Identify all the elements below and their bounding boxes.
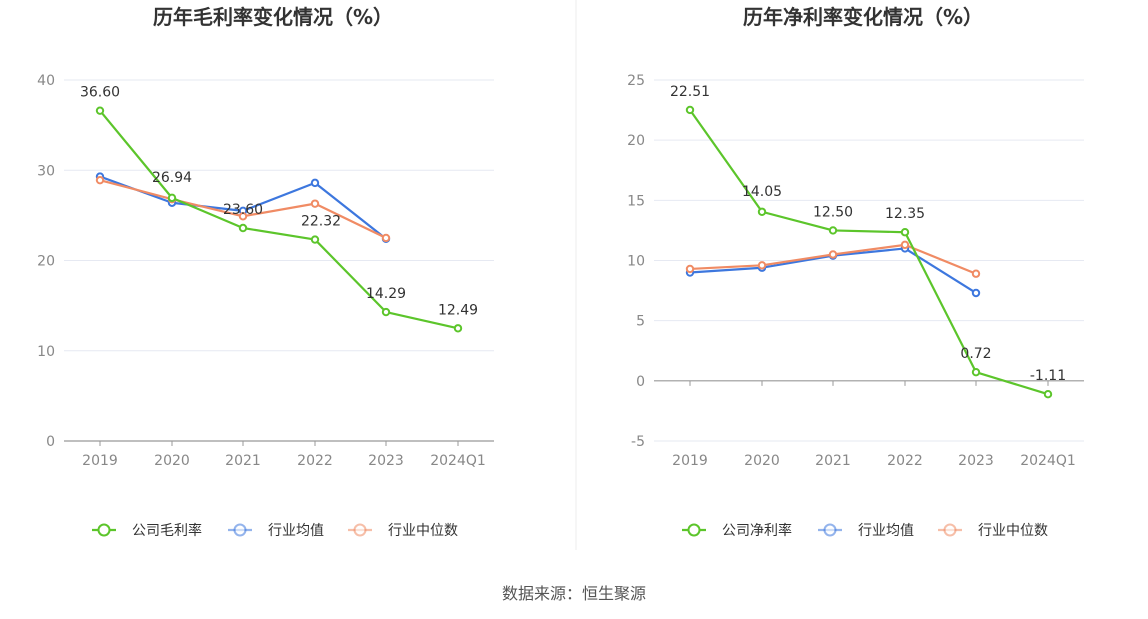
- legend-label: 公司净利率: [722, 522, 792, 539]
- legend-item-2[interactable]: 行业均值: [818, 523, 914, 539]
- data-point[interactable]: [828, 226, 838, 235]
- y-tick-label: 5: [636, 314, 645, 330]
- x-tick-label: 2022: [887, 453, 923, 469]
- data-point[interactable]: [900, 240, 910, 250]
- data-point[interactable]: [900, 228, 910, 237]
- legend-label: 行业中位数: [388, 523, 458, 539]
- legend-label: 公司毛利率: [132, 522, 202, 539]
- x-tick-label: 2019: [672, 453, 708, 469]
- data-point[interactable]: [381, 233, 391, 243]
- legend-marker-icon: [233, 523, 247, 537]
- y-tick-label: 10: [627, 254, 645, 270]
- y-tick-label: 30: [37, 163, 55, 179]
- y-tick-label: 15: [627, 193, 645, 209]
- y-tick-label: 0: [636, 374, 645, 390]
- data-label: -1.11: [1030, 368, 1066, 384]
- data-point[interactable]: [757, 261, 767, 270]
- data-point[interactable]: [971, 269, 981, 278]
- legend-item-3[interactable]: 行业中位数: [938, 523, 1048, 539]
- x-tick-label: 2020: [744, 453, 780, 469]
- source-label: 数据来源：恒生聚源: [501, 584, 646, 603]
- data-label: 14.05: [742, 184, 782, 200]
- data-label: 0.72: [960, 346, 991, 362]
- data-label: 36.60: [80, 85, 120, 101]
- legend-label: 行业均值: [268, 523, 324, 539]
- legend-marker-icon: [687, 523, 701, 537]
- data-label: 12.35: [885, 206, 925, 222]
- data-label: 22.32: [301, 214, 341, 230]
- x-tick-label: 2021: [225, 453, 261, 469]
- legend-marker-icon: [353, 523, 367, 537]
- series-line-1: [99, 109, 459, 330]
- data-label: 12.50: [813, 204, 853, 220]
- data-point[interactable]: [310, 178, 320, 188]
- y-tick-label: 40: [37, 73, 55, 89]
- chart-title: 历年净利率变化情况（%）: [743, 5, 983, 29]
- data-point[interactable]: [1043, 389, 1053, 399]
- legend-marker-icon: [943, 523, 957, 537]
- legend-marker-icon: [97, 523, 111, 537]
- y-tick-label: -5: [631, 434, 645, 450]
- data-point[interactable]: [757, 207, 767, 216]
- data-point[interactable]: [95, 106, 105, 115]
- y-tick-label: 10: [37, 344, 55, 360]
- legend-marker-icon: [823, 523, 837, 537]
- data-point[interactable]: [453, 324, 463, 333]
- chart-title: 历年毛利率变化情况（%）: [153, 5, 393, 29]
- data-label: 22.51: [670, 84, 710, 100]
- legend-item-1[interactable]: 公司毛利率: [92, 522, 202, 539]
- data-label: 23.60: [223, 202, 263, 218]
- data-point[interactable]: [381, 307, 391, 317]
- legend-item-1[interactable]: 公司净利率: [682, 522, 792, 539]
- data-point[interactable]: [310, 199, 320, 208]
- series-line-1: [689, 109, 1049, 396]
- data-point[interactable]: [971, 288, 981, 298]
- data-point[interactable]: [95, 175, 105, 185]
- data-point[interactable]: [685, 105, 695, 115]
- x-tick-label: 2022: [297, 453, 333, 469]
- legend-label: 行业中位数: [978, 523, 1048, 539]
- data-point[interactable]: [685, 264, 695, 274]
- data-label: 12.49: [438, 302, 478, 318]
- y-tick-label: 25: [627, 73, 645, 89]
- legend-item-2[interactable]: 行业均值: [228, 523, 324, 539]
- data-point[interactable]: [828, 250, 838, 259]
- chart-panel-1: 历年毛利率变化情况（%） 0 10 20 30 40 2019 2020 2021 2022 202…: [37, 5, 494, 539]
- y-tick-label: 20: [37, 254, 55, 270]
- x-tick-label: 2024Q1: [430, 453, 486, 469]
- x-tick-label: 2023: [368, 453, 404, 469]
- x-tick-label: 2019: [82, 453, 118, 469]
- x-tick-label: 2020: [154, 453, 190, 469]
- x-tick-label: 2023: [958, 453, 994, 469]
- legend-item-3[interactable]: 行业中位数: [348, 523, 458, 539]
- data-point[interactable]: [310, 235, 320, 244]
- x-tick-label: 2024Q1: [1020, 453, 1076, 469]
- y-tick-label: 0: [46, 434, 55, 450]
- data-label: 26.94: [152, 170, 192, 186]
- data-point[interactable]: [971, 367, 981, 377]
- y-tick-label: 20: [627, 133, 645, 149]
- data-point[interactable]: [167, 193, 177, 203]
- data-label: 14.29: [366, 286, 406, 302]
- legend-label: 行业均值: [858, 523, 914, 539]
- data-point[interactable]: [238, 223, 248, 233]
- x-tick-label: 2021: [815, 453, 851, 469]
- chart-panel-2: 历年净利率变化情况（%） -5 0 5 10 15 20 25 2019 2020 2021 2022…: [627, 5, 1084, 539]
- data-point[interactable]: [238, 212, 248, 221]
